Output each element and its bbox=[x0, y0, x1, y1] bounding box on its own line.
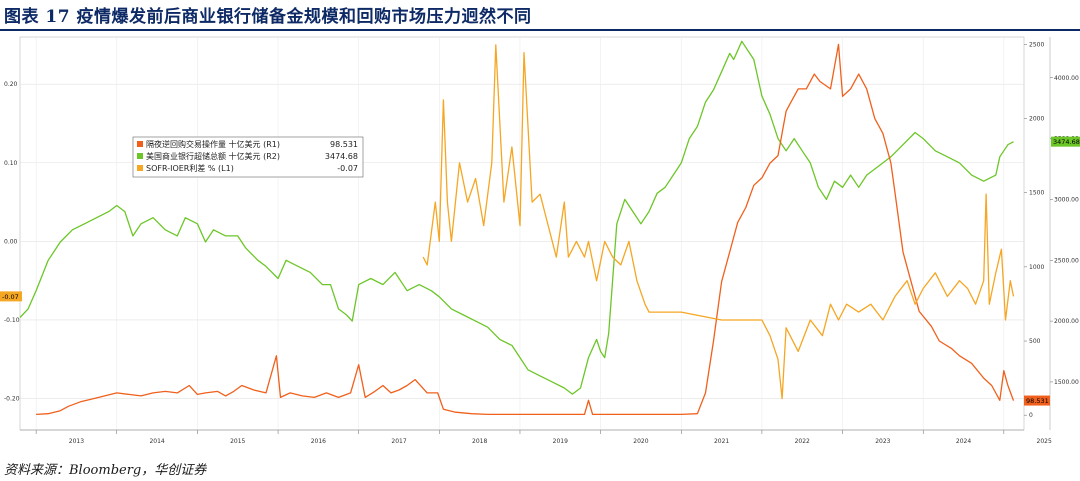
series-line-l1 bbox=[422, 44, 1015, 400]
y-axis-left: 0.20 0.10 0.00 -0.10 -0.20 bbox=[4, 81, 20, 402]
legend-swatch bbox=[137, 141, 143, 147]
tag-l1-box bbox=[0, 291, 22, 302]
chart: 0.20 0.10 0.00 -0.10 -0.20 2500 2000 1500 1000 5… bbox=[0, 36, 1080, 445]
title-rule bbox=[0, 29, 1080, 31]
source-note: 资料来源：Bloomberg，华创证券 bbox=[4, 463, 207, 478]
y-tick-r1: 0 bbox=[1029, 412, 1033, 419]
tag-l1: -0.07 bbox=[2, 293, 19, 301]
x-tick: 2024 bbox=[956, 438, 971, 445]
legend-value: -0.07 bbox=[337, 164, 358, 173]
y-tick-r2: 2000.00 bbox=[1054, 318, 1079, 325]
series-line-r1 bbox=[36, 43, 1015, 416]
tag-r2-box bbox=[1051, 136, 1080, 147]
x-tick: 2016 bbox=[311, 438, 326, 445]
x-tick: 2021 bbox=[714, 438, 729, 445]
x-axis: 2013 2014 2015 2016 2017 2018 2019 2020 2021 2022… bbox=[20, 429, 1052, 445]
x-tick: 2022 bbox=[795, 438, 810, 445]
legend-label: SOFR-IOER利差 % (L1) bbox=[146, 163, 234, 173]
legend-box bbox=[132, 136, 364, 178]
legend-value: 3474.68 bbox=[325, 152, 358, 161]
figure-title: 图表 17 疫情爆发前后商业银行储备金规模和回购市场压力迥然不同 bbox=[4, 7, 532, 27]
y-tick-r1: 1500 bbox=[1029, 190, 1044, 197]
legend-swatch bbox=[137, 153, 143, 159]
plot-frame bbox=[19, 36, 1025, 431]
series-line-r2 bbox=[19, 40, 1014, 395]
legend-value: 98.531 bbox=[330, 140, 358, 149]
tag-r1: 98.531 bbox=[1026, 397, 1049, 405]
legend-swatch bbox=[137, 165, 143, 171]
x-tick: 2014 bbox=[149, 438, 164, 445]
legend-label: 美国商业银行超储总额 十亿美元 (R2) bbox=[146, 151, 280, 161]
y-axis-right-r1: 2500 2000 1500 1000 500 0 bbox=[1024, 41, 1044, 419]
x-tick: 2023 bbox=[875, 438, 890, 445]
tag-r1-box bbox=[1024, 395, 1050, 406]
x-tick: 2013 bbox=[69, 438, 84, 445]
y-tick-left: -0.10 bbox=[4, 317, 20, 324]
x-tick: 2018 bbox=[472, 438, 487, 445]
grid bbox=[20, 37, 1024, 430]
y-tick-left: 0.00 bbox=[4, 238, 18, 245]
legend-label: 隔夜逆回购交易操作量 十亿美元 (R1) bbox=[146, 139, 280, 149]
x-tick: 2017 bbox=[391, 438, 406, 445]
x-tick: 2019 bbox=[553, 438, 568, 445]
legend: 隔夜逆回购交易操作量 十亿美元 (R1) 98.531 美国商业银行超储总额 十亿美… bbox=[132, 136, 364, 178]
x-tick: 2015 bbox=[230, 438, 245, 445]
y-tick-r1: 500 bbox=[1029, 338, 1041, 345]
series-layer bbox=[19, 40, 1015, 416]
y-tick-r1: 2500 bbox=[1029, 41, 1044, 48]
x-tick: 2025 bbox=[1037, 438, 1052, 445]
y-tick-r2: 4000.00 bbox=[1054, 75, 1079, 82]
y-tick-left: 0.10 bbox=[4, 160, 18, 167]
y-axis-right-r2: 4000.003500.003000.002500.002000.001500.… bbox=[1049, 37, 1079, 430]
y-tick-r1: 2000 bbox=[1029, 116, 1044, 123]
y-tick-left: 0.20 bbox=[4, 81, 18, 88]
y-tick-r2: 3000.00 bbox=[1054, 196, 1079, 203]
y-tick-left: -0.20 bbox=[4, 396, 20, 403]
y-tick-r2: 2500.00 bbox=[1054, 257, 1079, 264]
last-value-tags: -0.07 98.531 3474.68 bbox=[0, 136, 1080, 406]
y-tick-r2: 1500.00 bbox=[1054, 379, 1079, 386]
tag-r2: 3474.68 bbox=[1053, 138, 1080, 146]
x-tick: 2020 bbox=[633, 438, 648, 445]
y-tick-r1: 1000 bbox=[1029, 264, 1044, 271]
